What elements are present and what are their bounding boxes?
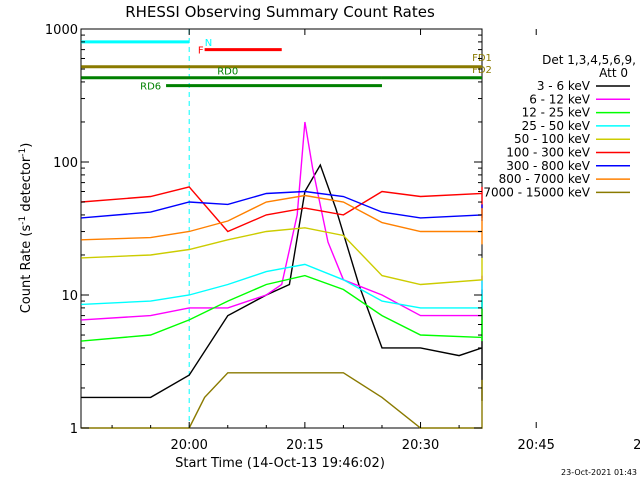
y-axis-label-exp2: -1 bbox=[18, 148, 28, 157]
legend-label-4: 50 - 100 keV bbox=[514, 132, 591, 146]
x-tick-label-2: 20:30 bbox=[402, 438, 439, 453]
y-tick-label-3: 1000 bbox=[45, 23, 78, 38]
x-tick-label-3: 20:45 bbox=[517, 438, 554, 453]
y-axis-label-main: Count Rate (s bbox=[19, 225, 34, 314]
y-tick-label-2: 100 bbox=[53, 156, 78, 171]
series-line-5 bbox=[81, 186, 483, 233]
x-axis-label: Start Time (14-Oct-13 19:46:02) bbox=[175, 456, 385, 471]
y-tick-label-0: 1 bbox=[70, 422, 78, 437]
legend-label-6: 300 - 800 keV bbox=[506, 159, 590, 173]
y-axis-label-exp1: -1 bbox=[18, 216, 28, 225]
annotation-label-f: F bbox=[198, 46, 204, 57]
legend-label-3: 25 - 50 keV bbox=[522, 119, 591, 133]
annotation-label-rd6: RD6 bbox=[140, 82, 161, 93]
legend-label-5: 100 - 300 keV bbox=[506, 146, 590, 160]
annotation-label-fd2: FD2 bbox=[472, 65, 492, 76]
series-line-7 bbox=[81, 194, 483, 245]
y-axis-ticks: 1 10 100 1000 bbox=[45, 23, 482, 437]
legend-label-1: 6 - 12 keV bbox=[529, 92, 591, 106]
series-line-4 bbox=[81, 227, 483, 286]
series-line-8 bbox=[81, 372, 483, 429]
legend-header-line2: Att 0 bbox=[599, 66, 628, 80]
legend-label-7: 800 - 7000 keV bbox=[499, 172, 591, 186]
y-axis-label-mid: detector bbox=[19, 156, 34, 216]
annotation-label-rd0: RD0 bbox=[217, 67, 238, 78]
legend-header-line1: Det 1,3,4,5,6,9, bbox=[542, 53, 636, 67]
x-tick-label-1: 20:15 bbox=[286, 438, 323, 453]
x-tick-label-0: 20:00 bbox=[170, 438, 207, 453]
legend-label-0: 3 - 6 keV bbox=[537, 79, 591, 93]
annotation-label-n: N bbox=[205, 38, 212, 49]
chart-title: RHESSI Observing Summary Count Rates bbox=[125, 3, 435, 21]
y-tick-label-1: 10 bbox=[61, 289, 78, 304]
legend-label-2: 12 - 25 keV bbox=[522, 106, 591, 120]
series-line-1 bbox=[81, 121, 483, 321]
x-tick-label-4: 21:00 bbox=[633, 438, 640, 453]
y-axis-label-end: ) bbox=[19, 143, 34, 148]
y-axis-label: Count Rate (s-1 detector-1) bbox=[18, 143, 34, 314]
date-stamp: 23-Oct-2021 01:43 bbox=[561, 468, 637, 477]
series-line-3 bbox=[81, 263, 483, 309]
series-layer bbox=[81, 121, 483, 429]
legend-label-8: 7000 - 15000 keV bbox=[483, 185, 590, 199]
